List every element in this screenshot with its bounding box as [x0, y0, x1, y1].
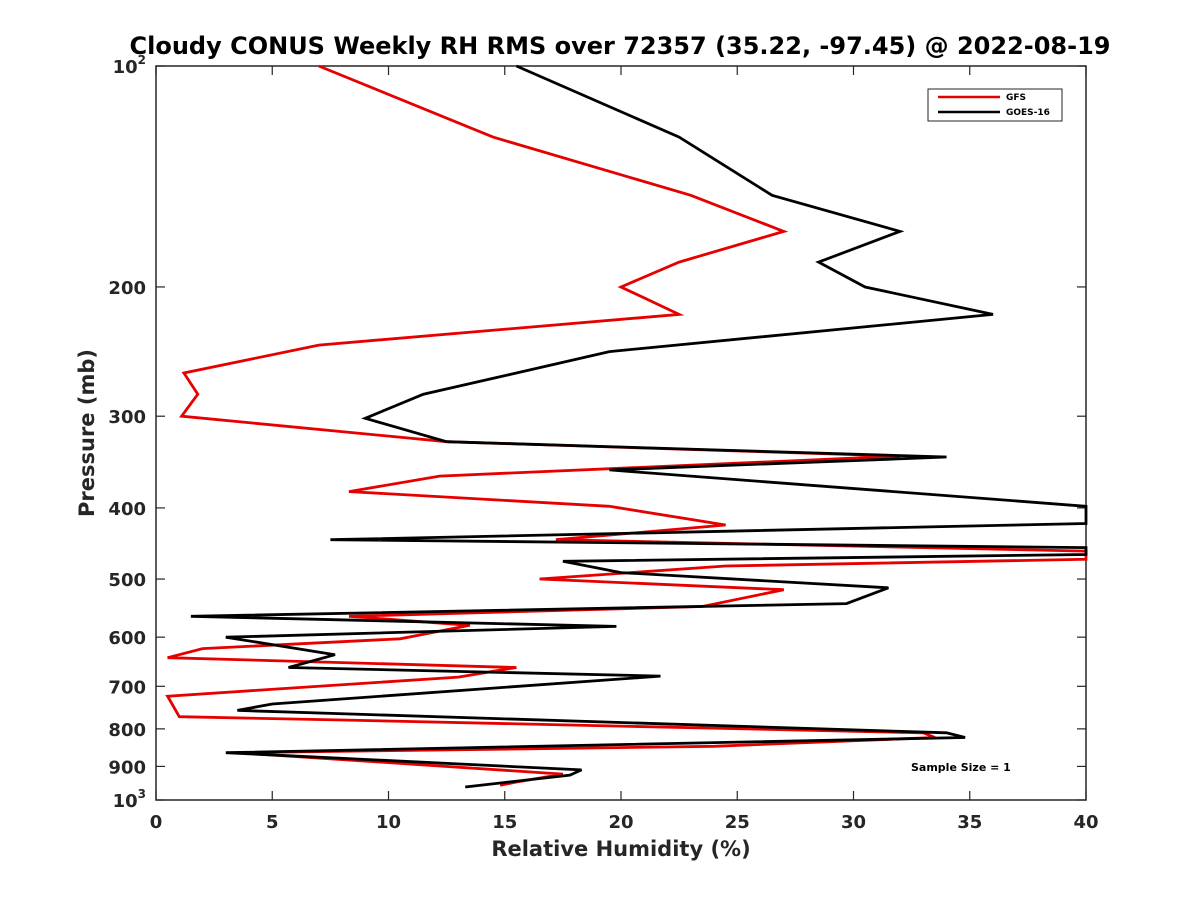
plot-area: 0 5 10 15 20 25 30 35 40 102 200 300 400 500 600 700 80…	[108, 53, 1098, 833]
y-tick-label: 300	[108, 407, 146, 428]
y-tick-label: 103	[113, 787, 146, 812]
x-axis-ticks: 0 5 10 15 20 25 30 35 40	[150, 66, 1099, 833]
legend-item-goes16: GOES-16	[938, 108, 1050, 118]
y-tick-label: 200	[108, 278, 146, 299]
y-tick-label: 900	[108, 757, 146, 778]
x-tick-label: 15	[492, 812, 517, 833]
y-tick-label: 500	[108, 570, 146, 591]
legend: GFS GOES-16	[927, 88, 1063, 122]
series-line-goes16	[190, 64, 1088, 789]
y-tick-label: 600	[108, 628, 146, 649]
y-tick-label: 400	[108, 499, 146, 520]
legend-label-goes16: GOES-16	[1006, 108, 1050, 118]
x-tick-label: 10	[376, 812, 401, 833]
x-tick-label: 40	[1073, 812, 1098, 833]
x-tick-label: 35	[957, 812, 982, 833]
series-line-gfs	[165, 64, 1088, 787]
legend-item-gfs: GFS	[938, 93, 1026, 103]
y-tick-label: 800	[108, 720, 146, 741]
legend-label-gfs: GFS	[1006, 93, 1026, 103]
y-tick-label: 700	[108, 677, 146, 698]
x-axis-label: Relative Humidity (%)	[491, 837, 750, 861]
x-tick-label: 0	[150, 812, 163, 833]
chart-title: Cloudy CONUS Weekly RH RMS over 72357 (3…	[130, 32, 1111, 60]
sample-size-annotation: Sample Size = 1	[911, 761, 1011, 774]
x-tick-label: 25	[725, 812, 750, 833]
legend-box	[927, 88, 1063, 122]
y-tick-label: 102	[113, 53, 146, 78]
x-tick-label: 5	[266, 812, 279, 833]
y-axis-ticks: 102 200 300 400 500 600 700 800 900 103	[108, 53, 1086, 812]
series-layer	[165, 64, 1088, 789]
y-axis-label: Pressure (mb)	[75, 349, 99, 517]
x-tick-label: 20	[608, 812, 633, 833]
x-tick-label: 30	[841, 812, 866, 833]
